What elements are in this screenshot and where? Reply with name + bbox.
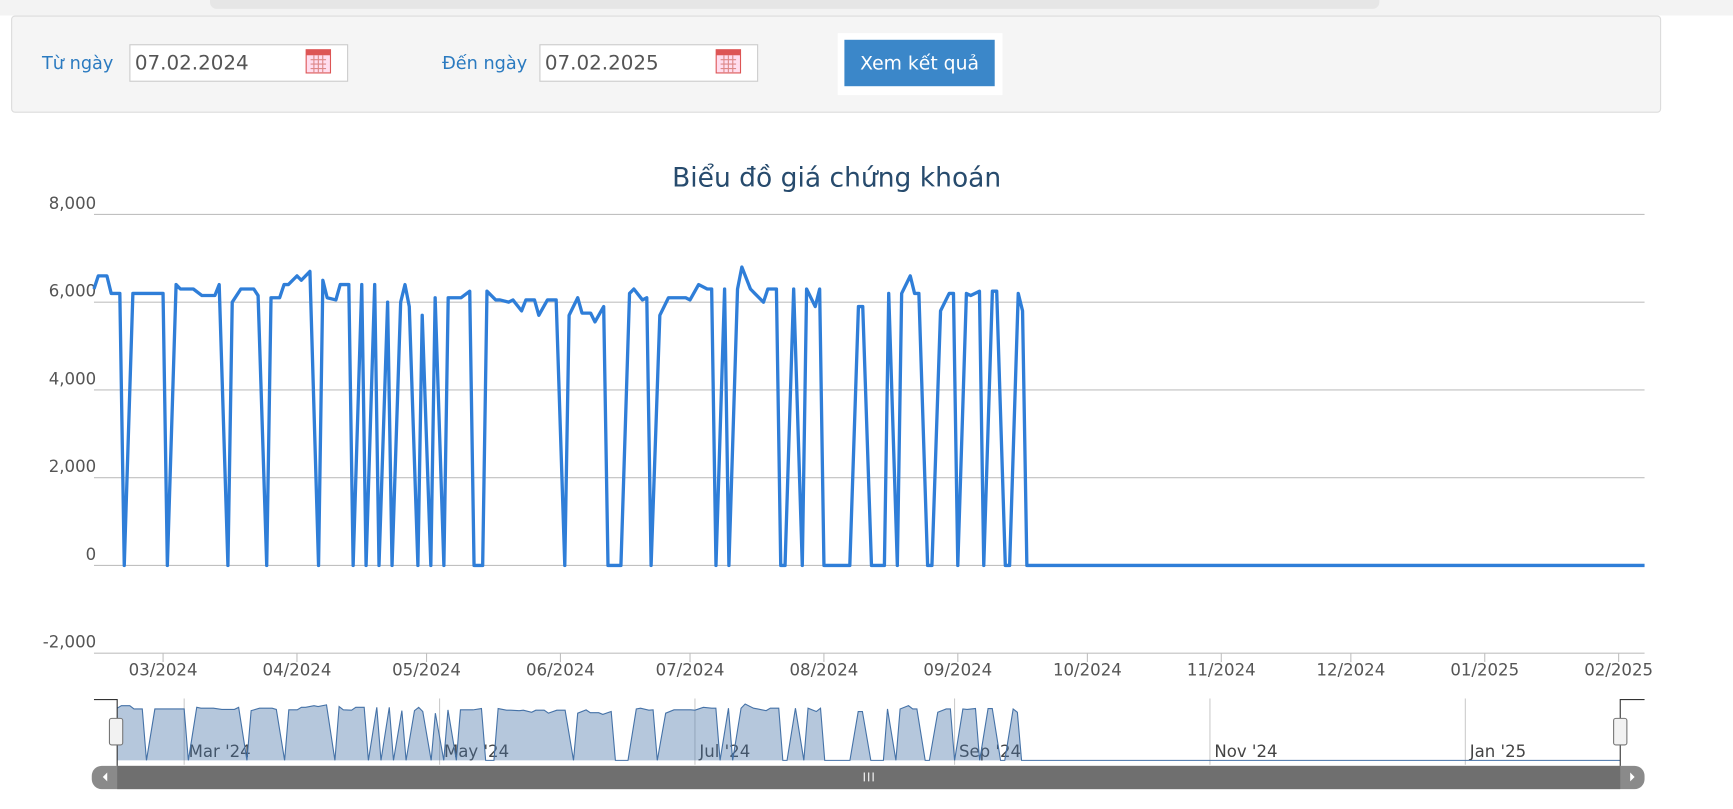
nav-tick-label: Jan '25	[1469, 742, 1526, 761]
x-tick-label: 10/2024	[1053, 660, 1122, 679]
calendar-icon[interactable]	[715, 49, 742, 74]
y-tick-label: 6,000	[49, 282, 96, 301]
x-tick-label: 04/2024	[263, 660, 332, 679]
x-tick-label: 09/2024	[923, 660, 992, 679]
nav-tick-label: May '24	[444, 742, 509, 761]
plot: -2,000 0 2,000 4,000 6,000 8,000 03/2024 04/202…	[43, 194, 1653, 765]
x-tick-label: 11/2024	[1187, 660, 1256, 679]
submit-button[interactable]	[844, 39, 995, 87]
submit-label: Xem kết quả	[860, 53, 979, 75]
x-tick-label: 03/2024	[129, 660, 198, 679]
from-value: 07.02.2024	[135, 52, 249, 75]
x-tick-label: 12/2024	[1316, 660, 1385, 679]
to-label: Đến ngày	[442, 53, 527, 74]
x-tick-label: 05/2024	[392, 660, 461, 679]
thumb-grip	[863, 772, 874, 782]
nav-tick-label: Jul '24	[698, 742, 750, 761]
y-tick-label: 8,000	[49, 194, 96, 213]
nav-area	[117, 704, 1621, 761]
x-tick-label: 07/2024	[656, 660, 725, 679]
nav-handle-right[interactable]	[1613, 717, 1628, 746]
x-tick-label: 02/2025	[1584, 660, 1653, 679]
y-tick-label: 0	[86, 545, 97, 564]
x-tick-label: 08/2024	[790, 660, 859, 679]
calendar-icon[interactable]	[305, 49, 332, 74]
to-value: 07.02.2025	[545, 52, 659, 75]
y-tick-label: 4,000	[49, 369, 96, 388]
nav-line	[116, 703, 1621, 761]
nav-handle-left[interactable]	[108, 717, 124, 746]
chart-title: Biểu đồ giá chứng khoán	[672, 163, 1001, 194]
nav-tick-label: Mar '24	[189, 742, 251, 761]
nav-tick-label: Nov '24	[1214, 742, 1277, 761]
y-tick-label: -2,000	[43, 633, 96, 652]
from-label: Từ ngày	[41, 54, 113, 74]
search-bar	[210, 0, 1380, 9]
y-tick-label: 2,000	[49, 457, 96, 476]
price-line	[92, 265, 1645, 568]
x-tick-label: 06/2024	[526, 660, 595, 679]
x-tick-label: 01/2025	[1450, 660, 1519, 679]
filter-panel	[11, 15, 1662, 113]
